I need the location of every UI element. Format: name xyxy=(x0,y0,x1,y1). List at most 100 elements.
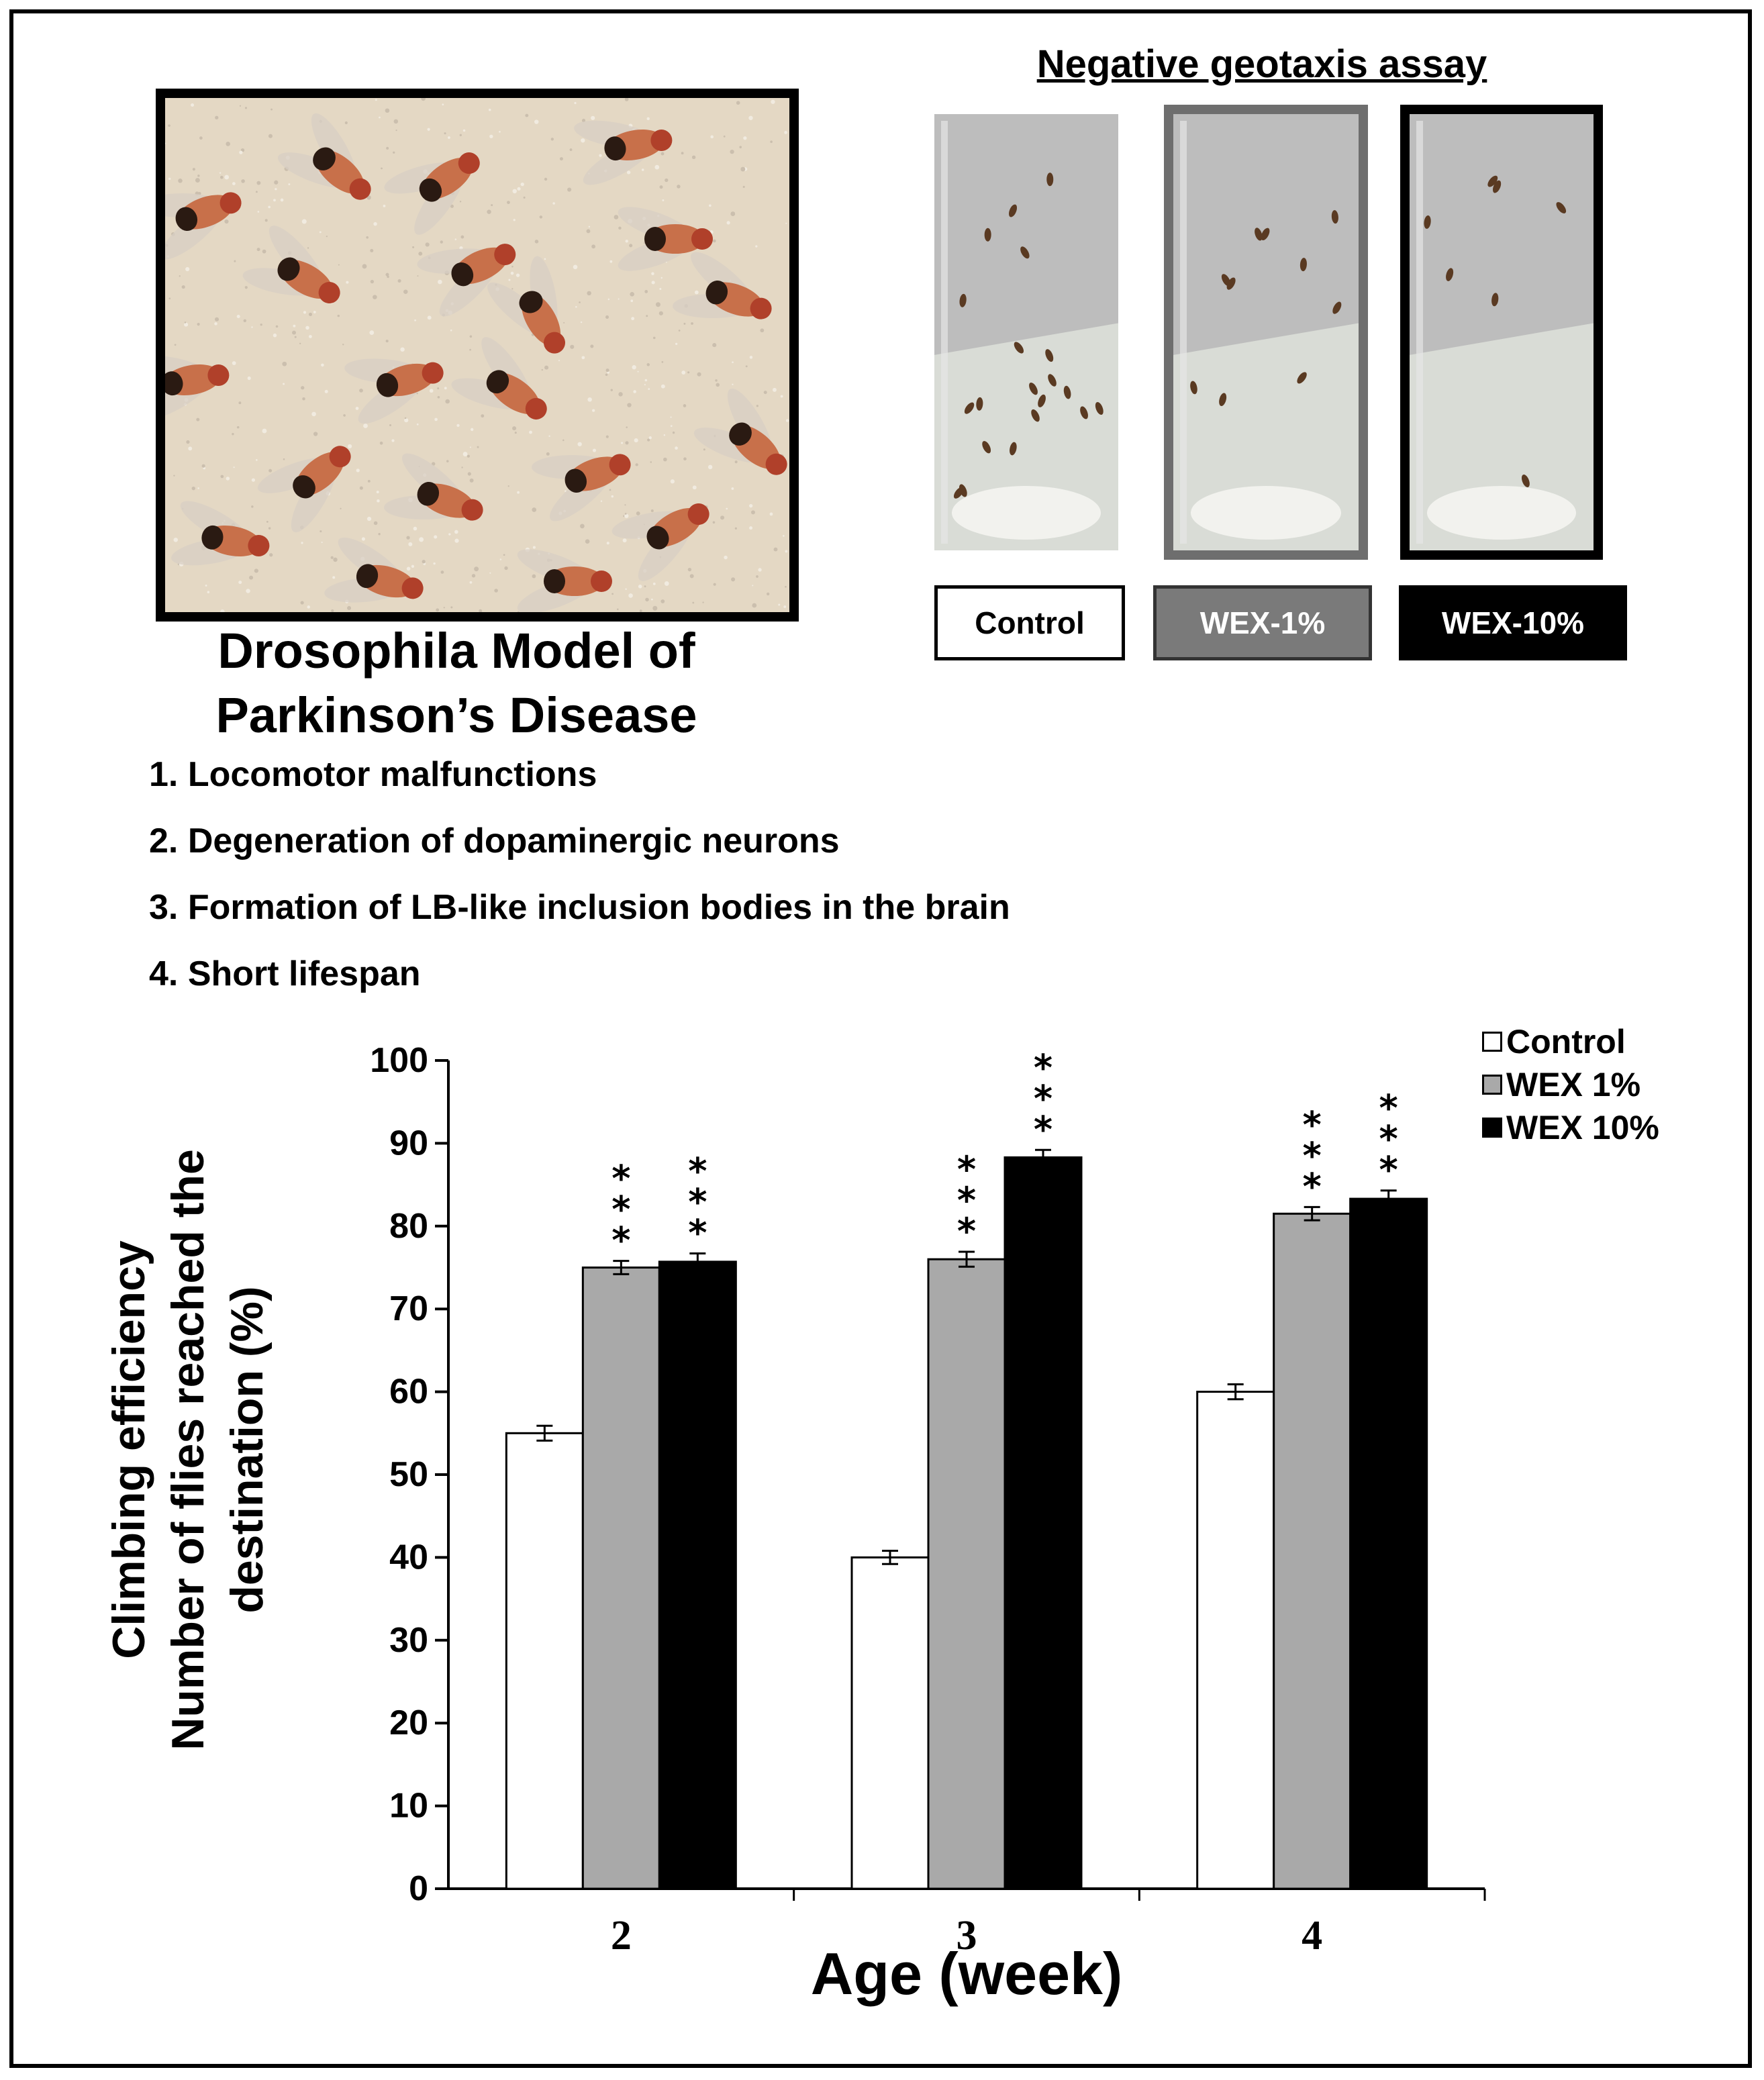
legend-label-control: Control xyxy=(1506,1023,1626,1060)
photo-texture-dot xyxy=(565,490,567,493)
photo-texture-dot xyxy=(255,191,258,193)
y-tick-label: 30 xyxy=(389,1621,428,1660)
photo-texture-dot xyxy=(311,411,316,417)
fly-dot xyxy=(1080,406,1088,419)
photo-texture-dot xyxy=(652,583,656,585)
fly-illustration xyxy=(165,355,230,420)
photo-texture-dot xyxy=(413,526,418,531)
photo-texture-dot xyxy=(611,593,614,595)
photo-texture-dot xyxy=(232,182,236,185)
photo-texture-dot xyxy=(511,288,513,290)
photo-texture-dot xyxy=(600,500,603,502)
photo-texture-dot xyxy=(467,454,470,458)
photo-texture-dot xyxy=(379,116,381,119)
photo-texture-dot xyxy=(256,181,261,185)
fly-head xyxy=(765,453,787,475)
fly-illustration xyxy=(384,152,480,235)
fly-illustration xyxy=(574,120,673,185)
fly-head xyxy=(318,282,340,303)
photo-texture-dot xyxy=(659,185,663,189)
tube-wex-10 xyxy=(1400,105,1603,560)
significance-marker: * xyxy=(957,1179,976,1222)
photo-texture-dot xyxy=(748,115,753,120)
fly-dot xyxy=(1046,172,1054,187)
photo-texture-dot xyxy=(569,148,573,151)
photo-texture-dot xyxy=(461,466,463,468)
photo-texture-dot xyxy=(591,244,596,249)
photo-texture-dot xyxy=(626,170,631,175)
photo-texture-dot xyxy=(510,271,514,275)
fly-dot xyxy=(1446,268,1454,281)
photo-texture-dot xyxy=(507,485,509,487)
photo-texture-dot xyxy=(232,433,234,436)
photo-texture-dot xyxy=(756,405,758,407)
photo-texture-dot xyxy=(174,344,177,346)
photo-texture-dot xyxy=(292,330,296,335)
photo-texture-dot xyxy=(683,457,687,461)
fly-abdomen-tip xyxy=(376,373,399,397)
photo-texture-dot xyxy=(734,527,737,530)
y-tick-label: 90 xyxy=(389,1124,428,1162)
photo-texture-dot xyxy=(778,603,781,606)
photo-texture-dot xyxy=(460,235,464,239)
photo-texture-dot xyxy=(766,592,770,596)
photo-texture-dot xyxy=(308,312,313,317)
photo-texture-dot xyxy=(760,328,765,333)
photo-texture-dot xyxy=(333,557,338,562)
label-wex-10: WEX-10% xyxy=(1399,585,1627,660)
photo-texture-dot xyxy=(662,199,665,201)
photo-texture-dot xyxy=(434,535,438,539)
photo-texture-dot xyxy=(631,317,635,321)
photo-texture-dot xyxy=(347,605,352,610)
bar xyxy=(1003,1156,1083,1890)
photo-texture-dot xyxy=(269,553,273,557)
photo-texture-dot xyxy=(448,136,450,139)
photo-texture-dot xyxy=(512,426,517,431)
photo-texture-dot xyxy=(580,321,583,324)
y-tick-label: 50 xyxy=(389,1455,428,1494)
fly-dot xyxy=(1424,215,1431,229)
photo-texture-dot xyxy=(425,242,430,247)
photo-texture-dot xyxy=(694,290,699,295)
photo-texture-dot xyxy=(507,201,510,204)
photo-texture-dot xyxy=(254,568,258,573)
photo-texture-dot xyxy=(220,475,224,479)
fly-illustration xyxy=(242,226,340,303)
photo-texture-dot xyxy=(541,368,543,371)
fly-dot xyxy=(1487,175,1498,187)
photo-texture-dot xyxy=(307,247,309,249)
photo-texture-dot xyxy=(645,597,649,602)
photo-texture-dot xyxy=(525,113,529,117)
photo-texture-dot xyxy=(550,138,554,141)
photo-texture-dot xyxy=(448,533,451,536)
photo-texture-dot xyxy=(734,460,738,464)
photo-texture-dot xyxy=(683,322,686,325)
photo-texture-dot xyxy=(391,439,395,442)
photo-texture-dot xyxy=(783,605,787,608)
photo-texture-dot xyxy=(416,423,419,426)
photo-texture-dot xyxy=(411,564,415,568)
photo-texture-dot xyxy=(745,365,748,368)
significance-marker: * xyxy=(1034,1046,1052,1089)
photo-texture-dot xyxy=(575,305,577,308)
photo-texture-dot xyxy=(373,295,377,299)
photo-texture-dot xyxy=(730,211,736,216)
photo-texture-dot xyxy=(337,314,340,317)
fly-illustration xyxy=(611,503,709,581)
photo-texture-dot xyxy=(422,560,426,564)
photo-texture-dot xyxy=(359,486,363,490)
photo-texture-dot xyxy=(408,542,413,546)
bar xyxy=(850,1556,930,1890)
photo-texture-dot xyxy=(494,589,498,593)
photo-texture-dot xyxy=(639,609,642,612)
photo-texture-dot xyxy=(687,371,690,374)
photo-texture-dot xyxy=(168,177,171,181)
photo-texture-dot xyxy=(379,441,383,445)
photo-texture-dot xyxy=(663,457,667,462)
photo-texture-dot xyxy=(255,458,258,461)
photo-texture-dot xyxy=(199,136,203,140)
photo-texture-dot xyxy=(609,489,611,491)
photo-texture-dot xyxy=(609,260,613,263)
photo-texture-dot xyxy=(632,365,636,370)
fly-dot xyxy=(1556,202,1567,214)
